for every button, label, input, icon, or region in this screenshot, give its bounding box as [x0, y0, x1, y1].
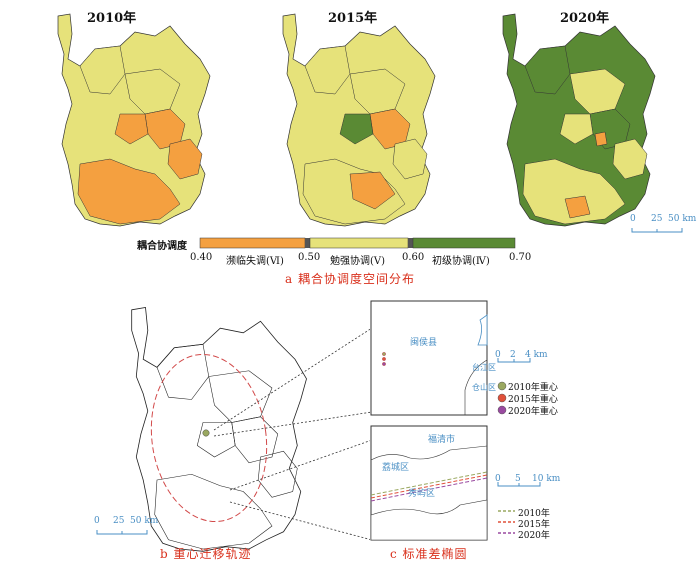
- place-label-cangshan: 仓山区: [472, 383, 496, 392]
- map-2020: [502, 13, 656, 227]
- legend-swatch-yellow: [309, 237, 409, 249]
- scale-c2-0: 0: [495, 474, 501, 484]
- centroid-2010: [382, 352, 386, 356]
- place-label-xiuyu: 秀屿区: [408, 489, 436, 499]
- legend-class-3: 初级协调(Ⅳ): [432, 256, 490, 267]
- legend-tick-060: 0.60: [402, 252, 425, 263]
- caption-a: a 耦合协调度空间分布: [285, 272, 415, 286]
- legend-ellipse-2020: 2020年: [518, 531, 550, 541]
- scale-a-50: 50 km: [668, 214, 697, 224]
- scale-c1-4: 4 km: [525, 350, 548, 360]
- legend-class-2: 勉强协调(Ⅴ): [330, 256, 386, 267]
- place-label-licheng: 荔城区: [382, 463, 410, 473]
- scale-bar-a: [631, 228, 683, 233]
- legend-gap: [305, 238, 310, 248]
- scale-b-25: 25: [113, 516, 125, 526]
- scale-c2-10: 10 km: [532, 474, 561, 484]
- legend-swatch-orange: [199, 237, 306, 249]
- scale-c1-2: 2: [510, 350, 516, 360]
- legend-colorbar: [199, 237, 516, 249]
- scale-a-25: 25: [651, 214, 663, 224]
- legend-tick-070: 0.70: [509, 252, 532, 263]
- year-label-2010: 2010年: [87, 11, 137, 26]
- centroid-2015: [382, 357, 386, 361]
- panel-c-insets: [370, 300, 541, 541]
- caption-b: b 重心迁移轨迹: [160, 547, 252, 561]
- map-2010: [57, 13, 211, 227]
- caption-c: c 标准差椭圆: [390, 547, 468, 561]
- inset-top-frame: [370, 300, 488, 416]
- legend-gap: [408, 238, 413, 248]
- scale-a-0: 0: [630, 214, 636, 224]
- legend-ellipse-2015: 2015年: [518, 520, 550, 530]
- scale-c1-0: 0: [495, 350, 501, 360]
- legend-centroid-2010: 2010年重心: [508, 383, 558, 393]
- panel-b-map: [96, 306, 370, 552]
- centroid-marker: [202, 429, 210, 437]
- legend-tick-040: 0.40: [190, 252, 213, 263]
- place-label-taijiang: 台江区: [472, 363, 496, 372]
- legend-ellipse-2010: 2010年: [518, 509, 550, 519]
- centroid-2020: [382, 362, 386, 366]
- std-ellipse: [150, 353, 268, 523]
- legend-centroid-2015: 2015年重心: [508, 395, 558, 405]
- year-label-2020: 2020年: [560, 11, 610, 26]
- legend-swatch-green: [412, 237, 516, 249]
- scale-c2-5: 5: [515, 474, 521, 484]
- map-2015: [282, 13, 436, 227]
- scale-b-0: 0: [94, 516, 100, 526]
- year-label-2015: 2015年: [328, 11, 378, 26]
- place-label-minhou: 闽侯县: [410, 338, 438, 348]
- legend-tick-050: 0.50: [298, 252, 321, 263]
- legend-title: 耦合协调度: [137, 241, 187, 252]
- legend-centroid-2020: 2020年重心: [508, 407, 558, 417]
- legend-class-1: 濒临失调(Ⅵ): [226, 256, 284, 267]
- scale-b-50: 50 km: [130, 516, 159, 526]
- place-label-fuqing: 福清市: [428, 435, 456, 445]
- panel-a-maps: [57, 13, 683, 249]
